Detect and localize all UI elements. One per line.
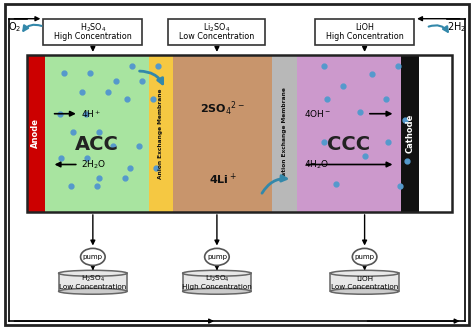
Text: LiOH: LiOH <box>356 276 373 282</box>
FancyBboxPatch shape <box>401 55 419 212</box>
Text: 2H$_2$O: 2H$_2$O <box>81 158 106 171</box>
Text: ACC: ACC <box>75 135 118 154</box>
Text: 2H$_2$: 2H$_2$ <box>447 21 466 35</box>
Text: O$_2$: O$_2$ <box>8 21 21 35</box>
Text: Cation Exchange Membrane: Cation Exchange Membrane <box>282 87 287 180</box>
FancyBboxPatch shape <box>43 19 143 45</box>
Text: Anode: Anode <box>31 118 40 148</box>
Text: 4Li$^+$: 4Li$^+$ <box>209 172 237 187</box>
Ellipse shape <box>182 270 251 276</box>
FancyBboxPatch shape <box>168 19 265 45</box>
FancyBboxPatch shape <box>149 55 173 212</box>
Text: High Concentration: High Concentration <box>182 284 252 290</box>
Text: Low Concentration: Low Concentration <box>179 32 255 41</box>
FancyBboxPatch shape <box>173 55 273 212</box>
FancyBboxPatch shape <box>273 55 297 212</box>
Text: Low Concentration: Low Concentration <box>59 284 127 290</box>
FancyBboxPatch shape <box>330 273 399 291</box>
Text: Li$_2$SO$_4$: Li$_2$SO$_4$ <box>203 21 230 34</box>
Text: 2SO$_4$$^{2-}$: 2SO$_4$$^{2-}$ <box>201 100 245 118</box>
Text: Li$_2$SO$_4$: Li$_2$SO$_4$ <box>204 274 229 284</box>
Text: 4H$_2$O: 4H$_2$O <box>304 158 329 171</box>
FancyBboxPatch shape <box>315 19 414 45</box>
FancyBboxPatch shape <box>297 55 401 212</box>
FancyBboxPatch shape <box>27 55 45 212</box>
Ellipse shape <box>182 288 251 294</box>
Text: Anion Exchange Membrane: Anion Exchange Membrane <box>158 88 164 179</box>
Text: pump: pump <box>83 254 103 260</box>
Text: CCC: CCC <box>328 135 371 154</box>
Ellipse shape <box>59 288 127 294</box>
Text: Cathode: Cathode <box>405 114 414 153</box>
Text: H$_2$SO$_4$: H$_2$SO$_4$ <box>81 274 105 284</box>
Text: 4H$^+$: 4H$^+$ <box>81 108 101 119</box>
Text: Low Concentration: Low Concentration <box>331 284 398 290</box>
Circle shape <box>81 248 105 266</box>
FancyBboxPatch shape <box>59 273 127 291</box>
FancyBboxPatch shape <box>45 55 149 212</box>
Ellipse shape <box>59 270 127 276</box>
Text: High Concentration: High Concentration <box>326 32 403 41</box>
Text: 4OH$^-$: 4OH$^-$ <box>304 108 332 119</box>
FancyBboxPatch shape <box>5 4 469 325</box>
Text: pump: pump <box>355 254 374 260</box>
Ellipse shape <box>330 270 399 276</box>
FancyBboxPatch shape <box>182 273 251 291</box>
Circle shape <box>352 248 377 266</box>
Text: LiOH: LiOH <box>355 23 374 32</box>
Text: H$_2$SO$_4$: H$_2$SO$_4$ <box>80 21 106 34</box>
Text: High Concentration: High Concentration <box>54 32 132 41</box>
Text: pump: pump <box>207 254 227 260</box>
Ellipse shape <box>330 288 399 294</box>
Circle shape <box>205 248 229 266</box>
